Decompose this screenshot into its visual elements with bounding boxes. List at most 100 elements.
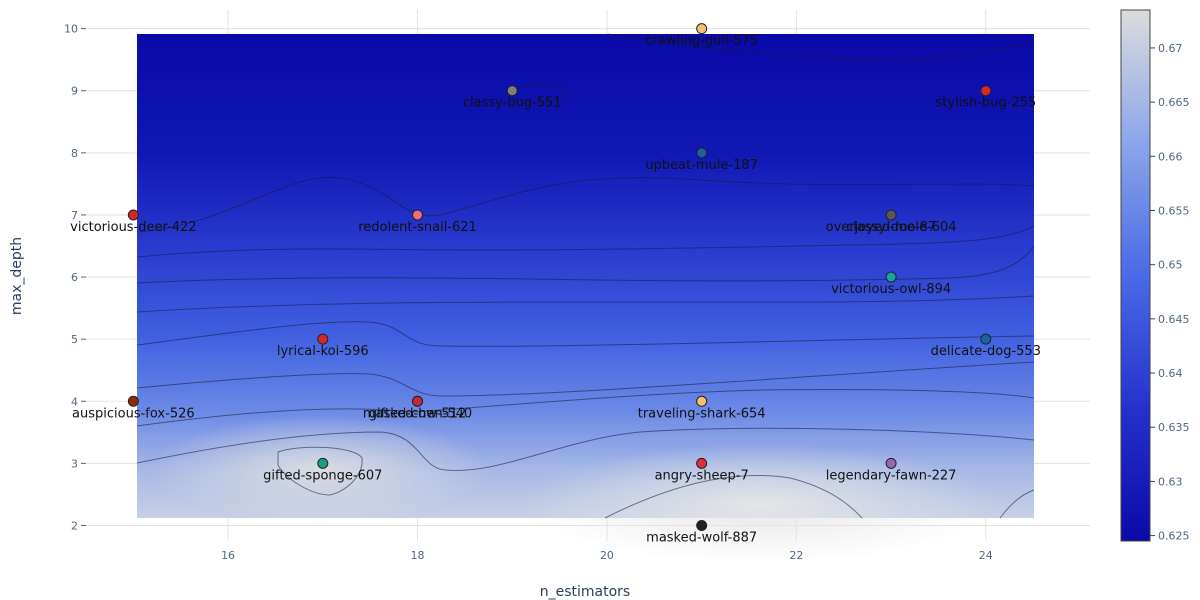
colorbar-tick-label: 0.64 (1158, 367, 1183, 380)
point-marker (317, 333, 329, 345)
colorbar: 0.625 0.63 0.635 0.64 0.645 0.65 0.655 0.66 0.66… (1120, 9, 1190, 543)
point-label: lyrical-koi-596 (277, 344, 369, 359)
contour-line (136, 225, 1035, 258)
data-point: stylish-bug-255 (935, 85, 1036, 111)
point-marker (506, 85, 518, 97)
point-marker (885, 209, 897, 221)
point-label: classy-doe-87 (846, 220, 936, 235)
colorbar-tick-label: 0.625 (1158, 530, 1190, 543)
data-point: classy-bug-551 (463, 85, 562, 111)
point-marker (412, 395, 424, 407)
point-marker (885, 271, 897, 283)
colorbar-tick-label: 0.665 (1158, 96, 1190, 109)
contour-line (136, 388, 1035, 427)
y-tick-label: 2 (71, 519, 78, 532)
point-label: masked-hen-540 (363, 406, 472, 421)
data-point: masked-wolf-887 (646, 519, 757, 545)
data-point: victorious-deer-422 (70, 209, 197, 235)
colorbar-tick-label: 0.67 (1158, 42, 1183, 55)
point-label: stylish-bug-255 (935, 96, 1036, 111)
y-tick-label: 5 (71, 333, 78, 346)
point-label: redolent-snail-621 (358, 220, 477, 235)
data-point: gifted-sponge-607 (263, 457, 382, 483)
point-label: gifted-sponge-607 (263, 468, 382, 483)
data-point: delicate-dog-553 (931, 333, 1041, 359)
contour-line (136, 295, 1035, 313)
colorbar-tick-label: 0.63 (1158, 475, 1183, 488)
data-point: redolent-snail-621 (358, 209, 477, 235)
data-point: upbeat-mule-187 (645, 147, 758, 173)
x-axis-title: n_estimators (540, 584, 630, 600)
point-label: victorious-deer-422 (70, 220, 196, 235)
contour-hotspot-right (520, 445, 1000, 565)
data-point: victorious-owl-894 (831, 271, 951, 297)
x-tick-label: 18 (411, 549, 425, 562)
y-tick-label: 4 (71, 395, 78, 408)
data-point: legendary-fawn-227 (826, 457, 957, 483)
colorbar-tick-label: 0.635 (1158, 421, 1190, 434)
contour-line (277, 446, 363, 496)
y-tick-label: 3 (71, 457, 78, 470)
y-axis-title: max_depth (9, 237, 25, 315)
point-marker (127, 395, 139, 407)
y-tick-label: 7 (71, 209, 78, 222)
point-marker (696, 147, 708, 159)
data-point: gifted-cow-512 (369, 395, 467, 421)
contour-line (607, 33, 1035, 61)
data-point: classy-doe-87 (846, 209, 936, 235)
point-label: masked-wolf-887 (646, 530, 757, 545)
point-marker (980, 85, 992, 97)
point-label: classy-bug-551 (463, 96, 562, 111)
x-tick-label: 16 (221, 549, 235, 562)
point-label: delicate-dog-553 (931, 344, 1041, 359)
contour-line (509, 84, 568, 103)
point-label: victorious-owl-894 (831, 282, 951, 297)
data-point: traveling-shark-654 (638, 395, 766, 421)
contour-line (999, 489, 1035, 519)
point-marker (412, 209, 424, 221)
point-marker (696, 23, 708, 35)
contour-field (136, 33, 1035, 565)
scatter-points: crawling-gull-575 classy-bug-551 stylish-b… (70, 23, 1041, 545)
point-label: overjoyed-mole-604 (826, 220, 957, 235)
point-label: upbeat-mule-187 (645, 158, 758, 173)
point-label: crawling-gull-575 (645, 34, 758, 49)
y-tick-label: 8 (71, 147, 78, 160)
contour-line (136, 361, 1035, 397)
point-marker (696, 395, 708, 407)
axes: 16 18 20 22 24 2 3 4 5 6 7 8 9 10 (64, 23, 993, 562)
data-point: crawling-gull-575 (645, 23, 758, 49)
colorbar-tick-label: 0.65 (1158, 259, 1183, 272)
point-marker (696, 457, 708, 469)
point-marker (317, 457, 329, 469)
colorbar-tick-label: 0.645 (1158, 313, 1190, 326)
point-label: auspicious-fox-526 (72, 406, 195, 421)
y-tick-label: 9 (71, 85, 78, 98)
y-tick-label: 10 (64, 23, 78, 36)
contour-line (136, 176, 1035, 233)
contour-line (604, 474, 863, 519)
data-point: angry-sheep-7 (655, 457, 749, 483)
contour-line (136, 427, 1035, 471)
colorbar-tick-label: 0.655 (1158, 204, 1190, 217)
contour-line (136, 245, 1035, 284)
data-point: auspicious-fox-526 (72, 395, 195, 421)
contour-lines (136, 33, 1035, 519)
point-marker (980, 333, 992, 345)
contour-line (136, 321, 1035, 347)
colorbar-scale (1120, 9, 1151, 542)
point-marker (885, 457, 897, 469)
x-tick-label: 22 (789, 549, 803, 562)
point-label: angry-sheep-7 (655, 468, 749, 483)
point-marker (127, 209, 139, 221)
point-label: traveling-shark-654 (638, 406, 766, 421)
x-tick-label: 20 (600, 549, 614, 562)
point-label: legendary-fawn-227 (826, 468, 957, 483)
contour-hotspot-left (150, 415, 490, 525)
colorbar-tick-label: 0.66 (1158, 150, 1183, 163)
data-point: lyrical-koi-596 (277, 333, 369, 359)
point-label: gifted-cow-512 (369, 406, 467, 421)
x-tick-label: 24 (979, 549, 993, 562)
y-tick-label: 6 (71, 271, 78, 284)
